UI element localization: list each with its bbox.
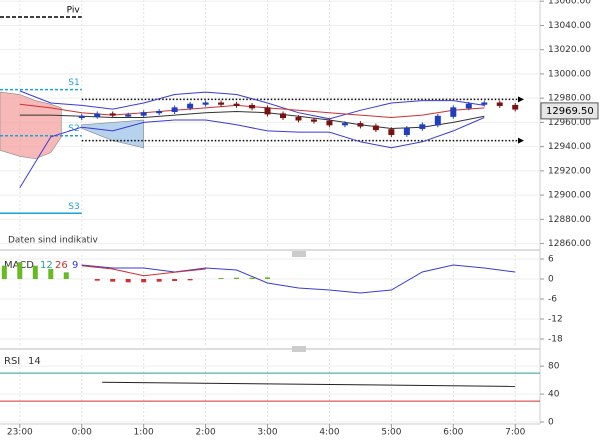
histogram-bar — [48, 269, 54, 279]
candle-body — [372, 125, 379, 131]
indicator-line — [19, 117, 485, 189]
candle-body — [357, 123, 364, 127]
histogram-bar — [1, 265, 7, 279]
candle-body — [156, 110, 163, 114]
rsi-title: RSI — [4, 356, 20, 367]
candle-body — [450, 107, 457, 117]
candle-body — [218, 102, 225, 105]
candle-body — [187, 103, 194, 109]
x-tick-label: 7:00 — [505, 428, 525, 438]
pivot-label: S1 — [68, 78, 79, 88]
x-tick-label: 3:00 — [257, 428, 277, 438]
rsi-line — [102, 381, 516, 387]
histogram-bar — [125, 279, 131, 283]
candle-body — [512, 104, 519, 110]
histogram-bar — [249, 277, 255, 279]
histogram-bar — [17, 262, 23, 279]
histogram-bar — [94, 279, 100, 281]
indicator-line — [19, 90, 485, 120]
histogram-bar — [63, 272, 69, 279]
candle-body — [109, 113, 116, 116]
candle-body — [310, 119, 317, 122]
y-tick-label: -6 — [548, 295, 557, 305]
y-tick-label: 12920.00 — [548, 166, 591, 176]
pivot-label: Piv — [67, 5, 81, 15]
candle-body — [481, 102, 488, 105]
y-tick-label: 0 — [548, 418, 554, 428]
y-tick-label: -18 — [548, 335, 563, 345]
y-tick-label: 13060.00 — [548, 0, 591, 7]
histogram-bar — [141, 279, 147, 283]
candle-body — [465, 103, 472, 109]
candle-body — [403, 127, 410, 136]
candle-body — [140, 112, 147, 116]
signal-line — [81, 265, 206, 277]
y-tick-label: 12960.00 — [548, 118, 591, 128]
note: Daten sind indikativ — [8, 236, 99, 246]
x-tick-label: 4:00 — [319, 428, 339, 438]
candle-body — [419, 124, 426, 129]
x-tick-label: 0:00 — [72, 428, 92, 438]
histogram-bar — [32, 265, 38, 279]
candle-body — [280, 113, 287, 119]
x-tick-label: 2:00 — [195, 428, 215, 438]
candle-body — [388, 129, 395, 136]
candle-body — [496, 102, 503, 106]
candle-body — [341, 123, 348, 126]
histogram-bar — [156, 279, 162, 282]
x-tick-label: 23:00 — [7, 428, 33, 438]
histogram-bar — [234, 277, 240, 279]
price-label: 12969.50 — [546, 106, 594, 117]
y-tick-label: 13000.00 — [548, 69, 591, 79]
histogram-bar — [265, 277, 271, 279]
resize-grip[interactable] — [292, 346, 306, 352]
histogram-bar — [172, 279, 178, 281]
x-tick-label: 6:00 — [443, 428, 463, 438]
y-tick-label: 80 — [548, 362, 560, 372]
y-tick-label: -12 — [548, 315, 563, 325]
candle-body — [202, 102, 209, 105]
y-tick-label: 13020.00 — [548, 45, 591, 55]
macd-line — [81, 264, 516, 294]
y-tick-label: 6 — [548, 255, 554, 265]
candle-body — [125, 114, 132, 117]
x-tick-label: 5:00 — [381, 428, 401, 438]
candle-body — [94, 113, 101, 117]
macd-param: 26 — [55, 260, 68, 271]
candle-body — [249, 104, 256, 109]
histogram-bar — [110, 279, 116, 282]
candle-body — [233, 103, 240, 106]
y-tick-label: 12900.00 — [548, 191, 591, 201]
candle-body — [295, 117, 302, 121]
x-tick-label: 1:00 — [134, 428, 154, 438]
candle-body — [171, 107, 178, 112]
y-tick-label: 12880.00 — [548, 215, 591, 225]
macd-param: 9 — [72, 260, 78, 271]
candle-body — [326, 120, 333, 126]
y-tick-label: 12860.00 — [548, 239, 591, 249]
macd-param: 12 — [40, 260, 53, 271]
cloud — [0, 91, 62, 160]
resize-grip[interactable] — [292, 251, 306, 257]
rsi-period: 14 — [28, 356, 41, 367]
candle-body — [264, 107, 271, 115]
pivot-label: S3 — [68, 202, 79, 212]
price-label-box — [540, 102, 599, 120]
y-tick-label: 12980.00 — [548, 94, 591, 104]
y-tick-label: 12940.00 — [548, 142, 591, 152]
candle-body — [434, 115, 441, 126]
candle-body — [78, 115, 85, 119]
y-tick-label: 13040.00 — [548, 21, 591, 31]
y-tick-label: 40 — [548, 390, 560, 400]
histogram-bar — [218, 278, 224, 279]
level-arrow — [518, 96, 524, 103]
level-arrow — [518, 137, 524, 144]
histogram-bar — [187, 279, 193, 281]
y-tick-label: 0 — [548, 275, 554, 285]
